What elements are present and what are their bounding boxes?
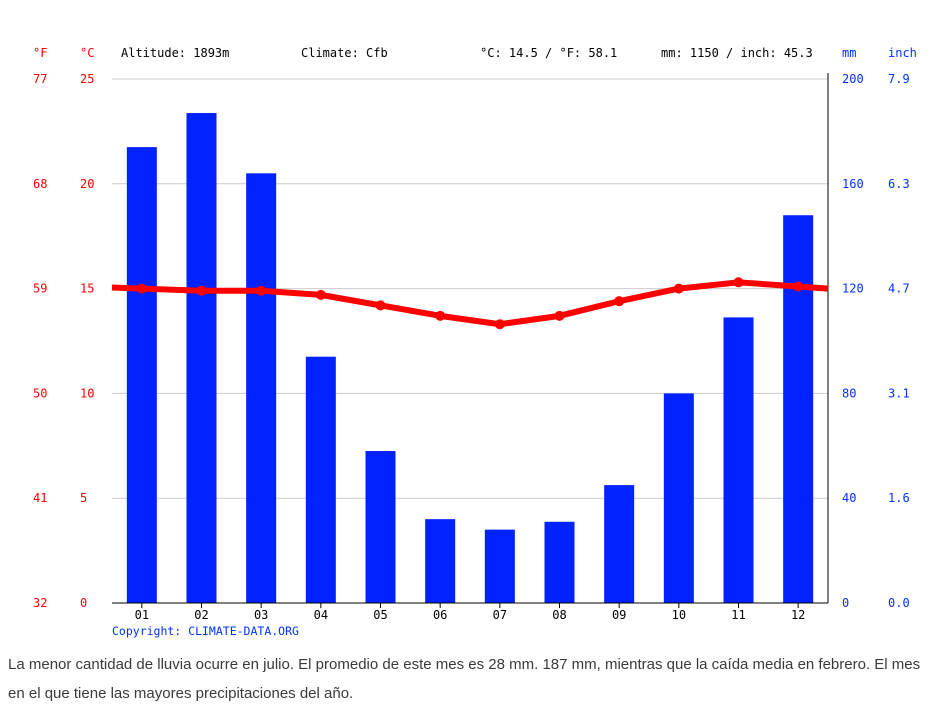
celsius-tick-label: 0 xyxy=(80,596,87,610)
precipitation-bar xyxy=(544,521,575,603)
precipitation-bar xyxy=(484,529,515,603)
fahrenheit-tick-label: 32 xyxy=(33,596,47,610)
precipitation-bar xyxy=(305,356,336,603)
month-tick-label: 01 xyxy=(135,608,149,622)
temperature-point xyxy=(793,281,804,292)
unit-celsius-label: °C xyxy=(80,46,94,60)
climate-chart: °F °C Altitude: 1893m Climate: Cfb °C: 1… xyxy=(33,46,917,638)
precipitation-bar xyxy=(186,113,217,603)
altitude-label: Altitude: 1893m xyxy=(121,46,229,60)
month-tick-label: 12 xyxy=(791,608,805,622)
precipitation-bar xyxy=(663,393,694,603)
celsius-tick-label: 20 xyxy=(80,177,94,191)
temperature-point xyxy=(614,296,625,307)
mm-tick-label: 0 xyxy=(842,596,849,610)
inch-tick-label: 0.0 xyxy=(888,596,910,610)
precipitation-bar xyxy=(723,317,754,603)
temperature-point xyxy=(256,285,267,296)
temperature-point xyxy=(435,310,446,321)
month-tick-label: 06 xyxy=(433,608,447,622)
mm-tick-label: 80 xyxy=(842,386,856,400)
month-tick-label: 08 xyxy=(552,608,566,622)
unit-fahrenheit-label: °F xyxy=(33,46,47,60)
celsius-tick-label: 15 xyxy=(80,282,94,296)
fahrenheit-tick-label: 68 xyxy=(33,177,47,191)
fahrenheit-tick-label: 77 xyxy=(33,72,47,86)
temperature-series-line xyxy=(111,279,829,328)
month-tick-label: 11 xyxy=(731,608,745,622)
precipitation-bar xyxy=(246,173,277,603)
copyright-label: Copyright: CLIMATE-DATA.ORG xyxy=(112,624,299,638)
precipitation-total-label: mm: 1150 / inch: 45.3 xyxy=(661,46,813,60)
month-tick-label: 10 xyxy=(672,608,686,622)
inch-tick-label: 1.6 xyxy=(888,491,910,505)
temperature-point xyxy=(196,285,207,296)
month-tick-label: 04 xyxy=(314,608,328,622)
temperature-average-label: °C: 14.5 / °F: 58.1 xyxy=(480,46,617,60)
tick-labels: 77 25 200 7.968 20 160 6.359 15 120 4.750 10 80 3.14… xyxy=(33,72,910,622)
month-tick-label: 03 xyxy=(254,608,268,622)
mm-tick-label: 160 xyxy=(842,177,864,191)
caption-text: La menor cantidad de lluvia ocurre en ju… xyxy=(8,656,921,702)
temperature-line xyxy=(111,277,829,330)
temperature-point xyxy=(315,289,326,300)
fahrenheit-tick-label: 50 xyxy=(33,386,47,400)
unit-inch-label: inch xyxy=(888,46,917,60)
inch-tick-label: 4.7 xyxy=(888,282,910,296)
fahrenheit-tick-label: 59 xyxy=(33,282,47,296)
month-tick-label: 09 xyxy=(612,608,626,622)
axes xyxy=(112,73,829,608)
temperature-point xyxy=(554,310,565,321)
temperature-point xyxy=(136,283,147,294)
fahrenheit-tick-label: 41 xyxy=(33,491,47,505)
month-tick-label: 02 xyxy=(194,608,208,622)
temperature-point xyxy=(673,283,684,294)
precipitation-bar xyxy=(604,485,635,603)
inch-tick-label: 7.9 xyxy=(888,72,910,86)
celsius-tick-label: 10 xyxy=(80,386,94,400)
celsius-tick-label: 5 xyxy=(80,491,87,505)
inch-tick-label: 3.1 xyxy=(888,386,910,400)
month-tick-label: 07 xyxy=(493,608,507,622)
mm-tick-label: 200 xyxy=(842,72,864,86)
precipitation-bar xyxy=(425,519,456,603)
temperature-point xyxy=(733,277,744,288)
mm-tick-label: 40 xyxy=(842,491,856,505)
precipitation-bar xyxy=(783,215,814,604)
mm-tick-label: 120 xyxy=(842,282,864,296)
climate-label: Climate: Cfb xyxy=(301,46,388,60)
unit-mm-label: mm xyxy=(842,46,856,60)
precipitation-bar xyxy=(126,147,157,603)
month-tick-label: 05 xyxy=(373,608,387,622)
temperature-point xyxy=(375,300,386,311)
precipitation-bar xyxy=(365,451,396,603)
celsius-tick-label: 25 xyxy=(80,72,94,86)
precipitation-bars xyxy=(126,113,814,604)
temperature-point xyxy=(494,319,505,330)
inch-tick-label: 6.3 xyxy=(888,177,910,191)
